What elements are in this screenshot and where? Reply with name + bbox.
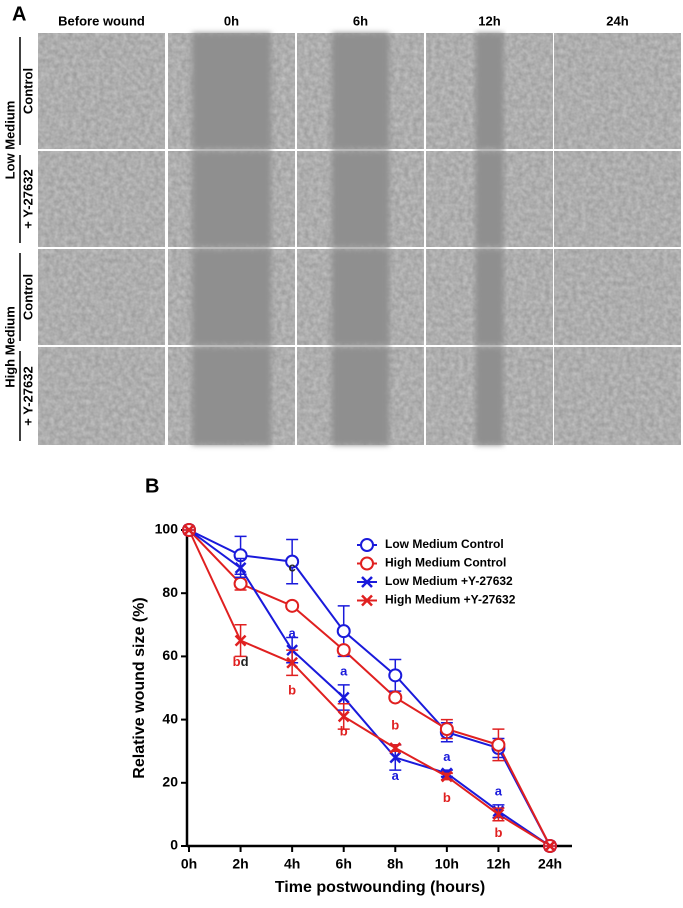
annotation: c [289,559,296,574]
wound-gap [475,347,504,445]
x-tick-label: 2h [232,856,248,872]
data-point [389,742,402,754]
column-header: Before wound [58,13,145,28]
wound-gap [192,347,271,445]
x-tick-label: 6h [336,856,352,872]
data-point [234,562,247,574]
data-point [337,710,350,723]
data-point [388,690,403,705]
data-point [336,624,351,639]
wound-gap [331,347,390,445]
x-tick-label: 10h [435,856,459,872]
data-point [544,840,556,852]
legend-marker [360,538,374,552]
micrograph [554,347,681,445]
wound-gap [192,33,271,149]
x-tick-label: 0h [181,856,197,872]
data-point [336,643,351,658]
annotation: b [494,825,502,840]
micrograph [554,151,681,247]
legend-marker [360,556,374,571]
annotation: a [340,664,348,679]
row-label: + Y-27632 [20,366,35,425]
y-tick-label: 100 [155,521,179,537]
x-tick-label: 24h [538,856,562,872]
x-tick-label: 12h [486,856,510,872]
wound-gap [192,151,271,247]
y-tick-label: 40 [162,710,178,726]
micrograph [38,33,165,149]
x-tick-label: 8h [387,856,403,872]
row-label: + Y-27632 [20,169,35,228]
column-header: 12h [478,13,500,28]
annotation: b [443,790,451,805]
annotation: b [391,717,399,732]
panel-label: B [145,475,159,497]
row-label: Control [20,274,35,320]
wound-gap [192,249,271,345]
y-tick-label: 0 [170,837,178,853]
legend-marker [361,594,373,607]
annotation: a [443,749,451,764]
data-point [233,576,248,591]
wound-gap [475,151,504,247]
annotation: a [495,784,503,799]
data-point [234,634,247,647]
micrograph [38,347,165,445]
data-point [285,598,300,613]
series-line [188,529,551,847]
annotation: b [233,654,241,669]
micrograph [38,249,165,345]
wound-gap [331,33,390,149]
y-tick-label: 20 [162,774,178,790]
wound-gap [475,33,504,149]
annotation: a [289,626,297,641]
column-header: 6h [353,13,368,28]
series-line [188,529,551,847]
data-point [285,554,300,569]
wound-gap [475,249,504,345]
micrograph [554,249,681,345]
data-point [388,668,403,683]
legend-label: High Medium +Y-27632 [385,593,516,607]
y-axis-label: Relative wound size (%) [131,597,148,778]
data-point [286,656,299,669]
data-point [337,691,350,704]
data-point [183,524,195,536]
column-header: 0h [224,13,239,28]
wound-gap [331,249,390,345]
data-point [440,770,453,783]
wound-gap [331,151,390,247]
annotation: b [288,683,296,698]
row-label: Control [20,68,35,114]
data-point [492,808,505,821]
series-line [188,529,551,847]
annotation: a [392,768,400,783]
micrograph [554,33,681,149]
data-point [439,722,454,737]
series-line [188,529,551,847]
panel-label: A [12,3,26,25]
row-group-label: High Medium [2,306,17,388]
data-point [389,751,402,764]
micrograph [38,151,165,247]
x-axis-label: Time postwounding (hours) [275,879,485,896]
legend-marker [361,576,373,588]
annotation: d [241,654,249,669]
row-group-label: Low Medium [2,101,17,180]
legend-label: Low Medium +Y-27632 [385,574,513,588]
y-tick-label: 60 [162,647,178,663]
column-header: 24h [606,13,628,28]
data-point [491,737,506,752]
legend-label: Low Medium Control [385,537,504,551]
legend-label: High Medium Control [385,556,506,570]
annotation: b [340,724,348,739]
x-tick-label: 4h [284,856,300,872]
y-tick-label: 80 [162,584,178,600]
